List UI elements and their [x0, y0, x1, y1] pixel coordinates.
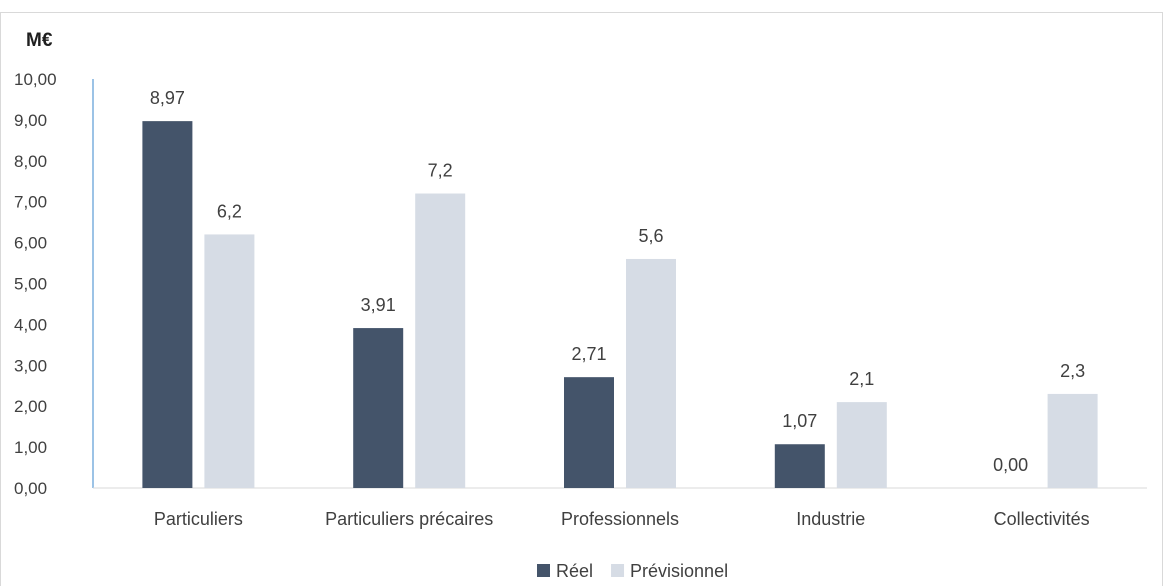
- y-tick-label: 2,00: [14, 397, 47, 416]
- data-label: 2,1: [849, 369, 874, 389]
- y-tick-label: 10,00: [14, 70, 57, 89]
- y-tick-label: 1,00: [14, 438, 47, 457]
- bar-previsionnel: [1047, 393, 1098, 488]
- y-tick-label: 6,00: [14, 234, 47, 253]
- legend-swatch: [537, 564, 550, 577]
- bar-previsionnel: [626, 258, 676, 488]
- bar-reel: [564, 377, 614, 488]
- y-tick-label: 8,00: [14, 152, 47, 171]
- y-unit-label: M€: [26, 30, 53, 51]
- legend-swatch: [611, 564, 625, 577]
- y-tick-label: 7,00: [14, 193, 47, 212]
- legend-label: Réel: [556, 561, 593, 581]
- x-category-label: Professionnels: [561, 509, 679, 529]
- y-tick-label: 0,00: [14, 479, 47, 498]
- chart-frame: [0, 12, 1163, 586]
- data-label: 2,3: [1060, 361, 1085, 381]
- y-tick-label: 3,00: [14, 356, 47, 375]
- bar-reel: [353, 328, 404, 488]
- x-category-label: Particuliers: [154, 509, 243, 529]
- bar-reel: [142, 121, 193, 488]
- x-category-label: Particuliers précaires: [325, 509, 493, 529]
- y-tick-label: 4,00: [14, 315, 47, 334]
- y-tick-label: 9,00: [14, 111, 47, 130]
- bar-previsionnel: [204, 234, 255, 488]
- bar-previsionnel: [836, 402, 887, 488]
- data-label: 3,91: [361, 295, 396, 315]
- data-label: 2,71: [571, 344, 606, 364]
- data-label: 8,97: [150, 88, 185, 108]
- data-label: 5,6: [638, 226, 663, 246]
- data-label: 0,00: [993, 455, 1028, 475]
- data-label: 6,2: [217, 201, 242, 221]
- bar-reel: [774, 444, 825, 488]
- y-tick-label: 5,00: [14, 275, 47, 294]
- data-label: 7,2: [428, 161, 453, 181]
- bar-previsionnel: [415, 193, 466, 488]
- x-category-label: Industrie: [796, 509, 865, 529]
- legend-label: Prévisionnel: [630, 561, 728, 581]
- x-category-label: Collectivités: [994, 509, 1090, 529]
- data-label: 1,07: [782, 411, 817, 431]
